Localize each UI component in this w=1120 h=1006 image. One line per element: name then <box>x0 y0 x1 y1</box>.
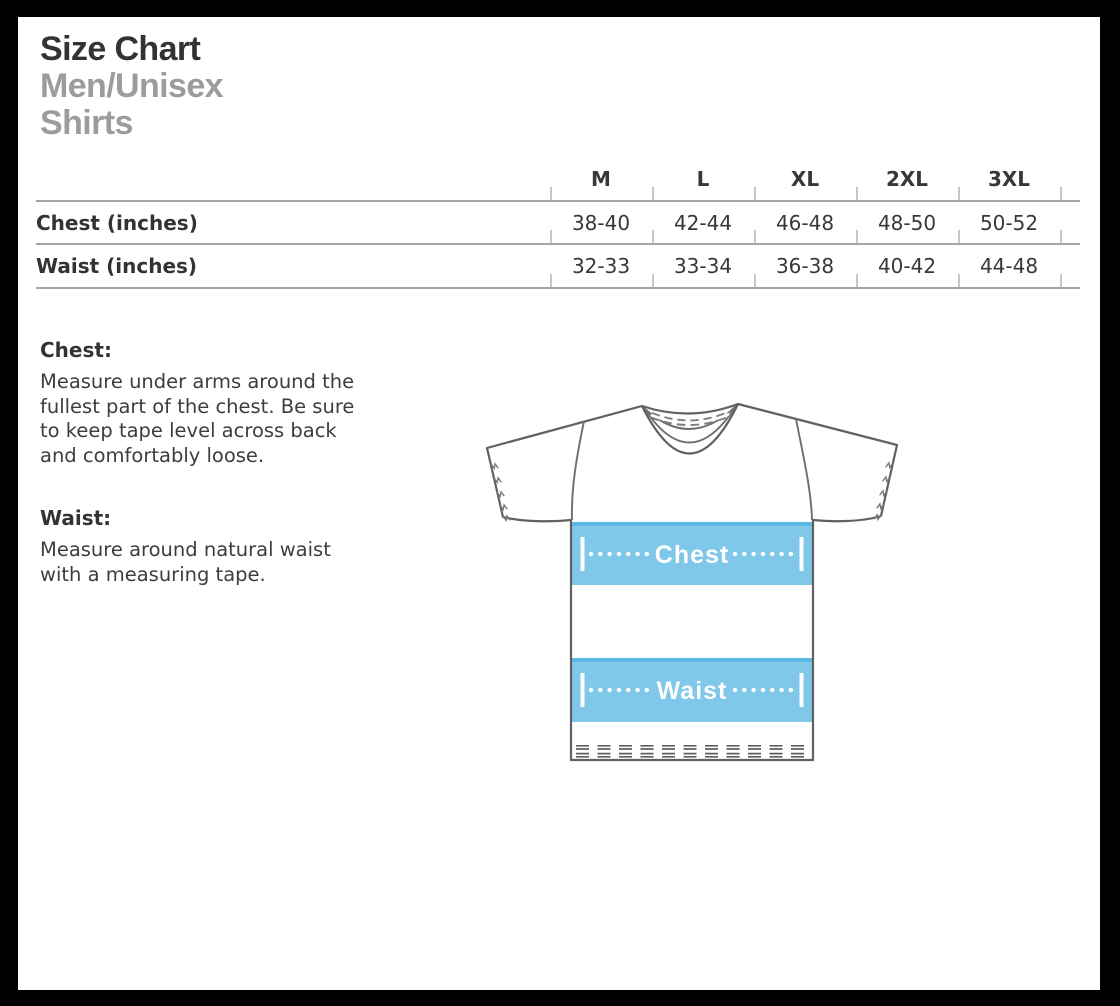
size-table: M L XL 2XL 3XL Chest (inches) 38-40 42-4… <box>36 160 1080 289</box>
waist-instructions: Waist: Measure around natural waist with… <box>40 506 410 587</box>
collar-chain-stitch-highlight <box>650 412 730 425</box>
waist-instructions-text: with a measuring tape. <box>40 562 266 586</box>
table-rule <box>36 187 1080 202</box>
waist-band-edge <box>572 658 812 662</box>
row-label-chest: Chest (inches) <box>36 210 198 235</box>
chest-instructions-text: and comfortably loose. <box>40 443 265 467</box>
waist-instructions-heading: Waist: <box>40 506 112 530</box>
table-rule <box>36 274 1080 289</box>
table-row-waist: Waist (inches) 32-33 33-34 36-38 40-42 4… <box>36 245 1080 287</box>
column-header-l: L <box>696 167 710 191</box>
subtitle-shirts: Shirts <box>40 104 133 142</box>
chest-instructions: Chest: Measure under arms around the ful… <box>40 338 410 468</box>
collar-rib-inner <box>643 405 737 444</box>
row-label-waist: Waist (inches) <box>36 254 198 278</box>
stitch-mark <box>879 489 888 498</box>
stitch-mark <box>493 476 502 485</box>
table-rule <box>36 230 1080 245</box>
waist-measure-band: Waist <box>572 658 812 722</box>
chest-band-label: Chest <box>655 541 729 569</box>
chest-instructions-text: Measure under arms around the <box>40 370 355 393</box>
chest-measure-band: Chest <box>572 522 812 585</box>
stitch-mark <box>882 475 891 484</box>
tshirt-outline <box>485 402 899 762</box>
chest-instructions-heading: Chest: <box>40 338 112 362</box>
title-block: Size Chart Men/Unisex Shirts <box>40 30 224 142</box>
right-sleeve-seam <box>795 418 813 521</box>
tshirt-measurement-diagram: Chest Waist <box>485 402 899 762</box>
column-tick-marks <box>550 274 1062 287</box>
stitch-mark <box>499 503 508 512</box>
waist-band-label: Waist <box>657 677 728 705</box>
page-title: Size Chart <box>40 30 201 68</box>
subtitle-men-unisex: Men/Unisex <box>40 67 224 105</box>
chest-instructions-text: to keep tape level across back <box>40 419 337 442</box>
collar-rib-outer <box>641 403 739 455</box>
sleeve-stitches <box>490 461 894 523</box>
hem-stitching <box>576 744 808 758</box>
stitch-mark <box>496 490 505 499</box>
waist-instructions-text: Measure around natural waist <box>40 538 331 561</box>
chest-band-edge <box>572 522 812 526</box>
collar <box>641 403 739 455</box>
stitch-mark <box>490 462 499 471</box>
stitch-mark <box>876 502 885 511</box>
stitch-mark <box>502 514 511 523</box>
left-sleeve-seam <box>570 420 585 521</box>
column-tick-marks <box>550 230 1062 243</box>
column-header-m: M <box>591 167 611 191</box>
column-tick-marks <box>550 187 1062 200</box>
stitch-mark <box>885 461 894 470</box>
chest-instructions-text: fullest part of the chest. Be sure <box>40 394 355 418</box>
stitch-mark <box>873 513 882 522</box>
